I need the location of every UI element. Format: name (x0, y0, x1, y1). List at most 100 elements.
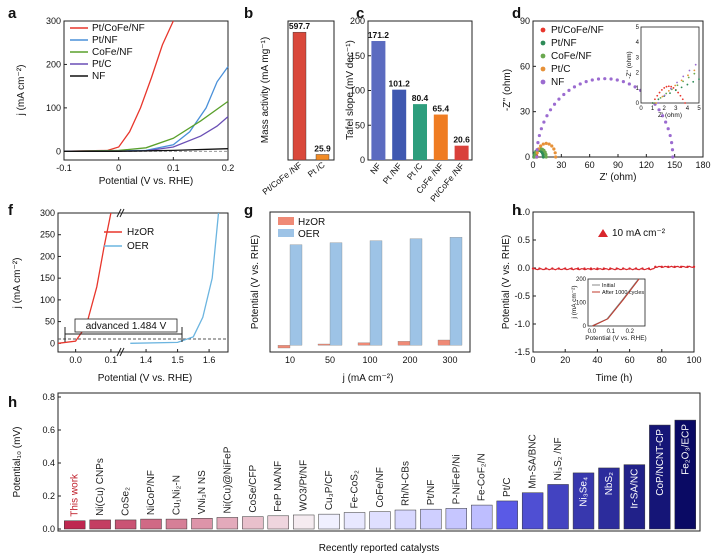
legend-entry: CoFe/NF (92, 47, 133, 58)
data-point (539, 144, 543, 148)
annotation-box (74, 318, 178, 333)
y-tick-label: 200 (46, 59, 61, 69)
inset-y-tick: 100 (576, 301, 587, 307)
bar (437, 339, 451, 346)
category-label: VNi₃N NS (197, 470, 208, 514)
data-point (671, 155, 675, 159)
y-tick-label: 0.8 (42, 392, 55, 402)
inset-data-point (680, 79, 683, 82)
y-tick-label: 300 (40, 208, 55, 218)
data-point (654, 265, 657, 269)
category-label: Cu₁Ni₂-N (171, 475, 182, 515)
inset-data-point (687, 76, 690, 79)
inset-x-tick: 5 (697, 106, 701, 112)
axes-frame (57, 212, 229, 353)
bar (413, 104, 427, 160)
axes-frame (532, 211, 695, 353)
category-label: This work (70, 473, 81, 517)
bar (292, 31, 307, 161)
inset-x-tick: 0.0 (588, 329, 597, 335)
x-tick-label: 80 (657, 355, 667, 365)
axis-break (119, 347, 125, 357)
axes-frame (57, 392, 701, 532)
data-point (589, 267, 593, 270)
series-line (63, 116, 229, 152)
bar (445, 508, 468, 530)
data-point (567, 88, 571, 92)
panel-label: h (512, 202, 521, 219)
y-tick-label: 30 (520, 107, 530, 117)
bar (165, 518, 188, 530)
inset-data-point (663, 94, 666, 97)
bar-value-label: 20.6 (453, 135, 470, 145)
inset-y-tick: 200 (576, 277, 587, 283)
category-label: CoFe/NF (375, 467, 386, 508)
data-point (541, 142, 545, 146)
bar (433, 114, 448, 160)
legend-entry: Pt/CoFe/NF (551, 25, 604, 36)
bar (114, 519, 137, 530)
panel-label: d (512, 5, 521, 22)
category-label: Ni₃S₂ /NF (553, 437, 564, 480)
y-tick-label: 60 (520, 61, 530, 71)
data-point (553, 151, 557, 155)
data-point (686, 265, 689, 269)
data-point (666, 127, 670, 131)
y-tick-label: 0.6 (42, 425, 55, 435)
data-point (544, 141, 548, 145)
inset-data-point (682, 75, 685, 78)
bar (454, 145, 469, 160)
x-tick-label: 90 (613, 160, 623, 170)
inset-data-point (659, 97, 662, 99)
x-tick-label: 200 (402, 355, 417, 365)
x-tick-label: 40 (592, 355, 602, 365)
x-tick-label: 20 (560, 355, 570, 365)
legend-marker (540, 27, 546, 33)
category-label: FeP NA/NF (273, 461, 284, 512)
data-point (679, 265, 683, 269)
category-label: Pt/C (502, 477, 513, 496)
series-line (64, 148, 229, 152)
bar (547, 484, 569, 530)
data-point (551, 267, 554, 270)
data-point (536, 141, 540, 145)
x-tick-label: 0 (116, 163, 121, 173)
legend-entry: NF (92, 71, 105, 82)
inset-data-point (651, 102, 654, 104)
bar (471, 504, 493, 530)
bar-value-label: 25.9 (314, 143, 331, 153)
inset-y-tick: 3 (636, 55, 640, 61)
y-tick-label: 0.4 (42, 458, 55, 468)
bar (369, 240, 383, 346)
bar (357, 342, 371, 346)
x-tick-label: 0.0 (69, 355, 82, 365)
y-axis-label: Potential (V vs. RHE) (250, 235, 261, 329)
x-axis-label: Time (h) (596, 373, 633, 384)
category-label: CoSe/CFP (248, 465, 259, 513)
inset-data-point (679, 94, 682, 97)
x-tick-label: -0.1 (56, 163, 72, 173)
y-tick-label: -1.5 (514, 347, 530, 357)
inset-data-point (693, 72, 696, 75)
category-label: Fe-CoF₂/N (477, 453, 488, 501)
inset-series-line (592, 278, 640, 327)
y-tick-label: 300 (46, 16, 61, 26)
data-point (545, 114, 549, 118)
legend-entry: HzOR (127, 227, 154, 238)
bar (292, 514, 315, 530)
bar (409, 238, 423, 346)
x-tick-label: 1.4 (140, 355, 153, 365)
bar-value-label: 65.4 (433, 104, 450, 114)
legend-marker (540, 79, 546, 85)
legend-marker (540, 53, 546, 59)
inset-data-point (665, 92, 668, 95)
inset-data-point (682, 80, 684, 83)
bar-value-label: 171.2 (368, 30, 390, 40)
inset-x-tick: 3 (674, 106, 678, 112)
bar (674, 419, 696, 530)
y-tick-label: 0.0 (42, 524, 55, 534)
category-label: CoSe₂ (121, 487, 132, 516)
y-axis-label: Potential (V vs. RHE) (501, 235, 512, 329)
data-point (576, 267, 580, 270)
data-point (673, 265, 676, 269)
